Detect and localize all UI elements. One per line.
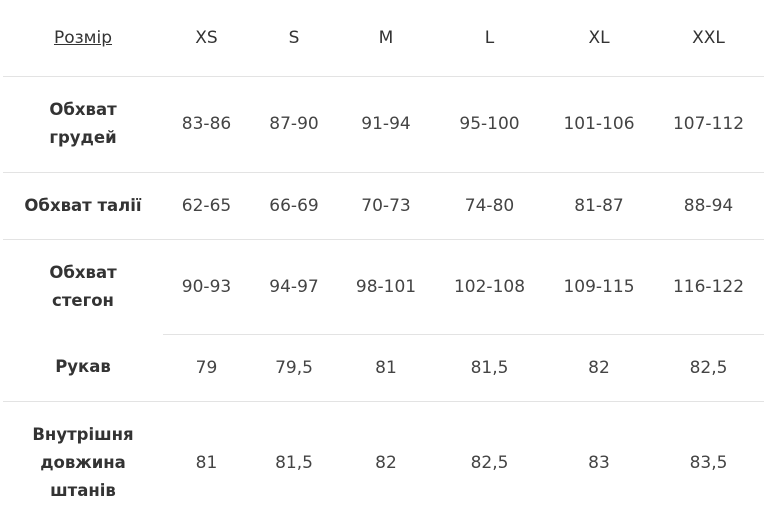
cell: 82,5 <box>653 334 764 402</box>
size-l: L <box>434 0 545 77</box>
row-label: Внутрішня довжина штанів <box>32 424 134 500</box>
cell: 91-94 <box>338 76 434 173</box>
cell: 83-86 <box>163 76 250 173</box>
size-xxl: XXL <box>653 0 764 77</box>
size-chart-table: Розмір XS S M L XL XXL Обхват грудей 83-… <box>3 0 764 524</box>
cell: 62-65 <box>163 172 250 240</box>
table-row: Рукав 79 79,5 81 81,5 82 82,5 <box>3 334 764 402</box>
cell: 81,5 <box>275 452 313 473</box>
row-label: Рукав <box>3 334 163 402</box>
size-s: S <box>250 0 338 77</box>
row-label: Обхват грудей <box>3 76 163 173</box>
cell: 116-122 <box>653 239 764 335</box>
cell: 88-94 <box>653 172 764 240</box>
cell: 79,5 <box>250 334 338 402</box>
row-label: Обхват стегон <box>49 262 117 310</box>
cell: 101-106 <box>545 76 653 173</box>
cell: 81-87 <box>545 172 653 240</box>
size-header-link[interactable]: Розмір <box>3 0 163 77</box>
cell: 70-73 <box>338 172 434 240</box>
cell: 83 <box>588 452 610 473</box>
row-label: Обхват талії <box>3 172 163 240</box>
cell: 82 <box>545 334 653 402</box>
cell: 87-90 <box>250 76 338 173</box>
cell: 95-100 <box>434 76 545 173</box>
cell: 81 <box>195 452 218 473</box>
cell: 109-115 <box>545 239 653 335</box>
cell: 66-69 <box>250 172 338 240</box>
cell: 81,5 <box>434 334 545 402</box>
table-row: Обхват стегон 90-93 94-97 98-101 102-108… <box>3 239 764 335</box>
cell: 82 <box>375 452 397 473</box>
cell: 94-97 <box>250 239 338 335</box>
cell: 79 <box>163 334 250 402</box>
cell: 83,5 <box>689 452 728 473</box>
cell: 82,5 <box>470 452 509 473</box>
header-row: Розмір XS S M L XL XXL <box>3 0 764 77</box>
size-xs: XS <box>163 0 250 77</box>
cell: 74-80 <box>434 172 545 240</box>
size-m: M <box>338 0 434 77</box>
table-row: Внутрішня довжина штанів 81 81,5 82 82,5… <box>3 401 764 524</box>
cell: 81 <box>338 334 434 402</box>
size-xl: XL <box>545 0 653 77</box>
table-row: Обхват талії 62-65 66-69 70-73 74-80 81-… <box>3 172 764 240</box>
cell: 98-101 <box>338 239 434 335</box>
table-row: Обхват грудей 83-86 87-90 91-94 95-100 1… <box>3 76 764 173</box>
cell: 102-108 <box>434 239 545 335</box>
cell: 107-112 <box>653 76 764 173</box>
cell: 90-93 <box>163 239 250 335</box>
